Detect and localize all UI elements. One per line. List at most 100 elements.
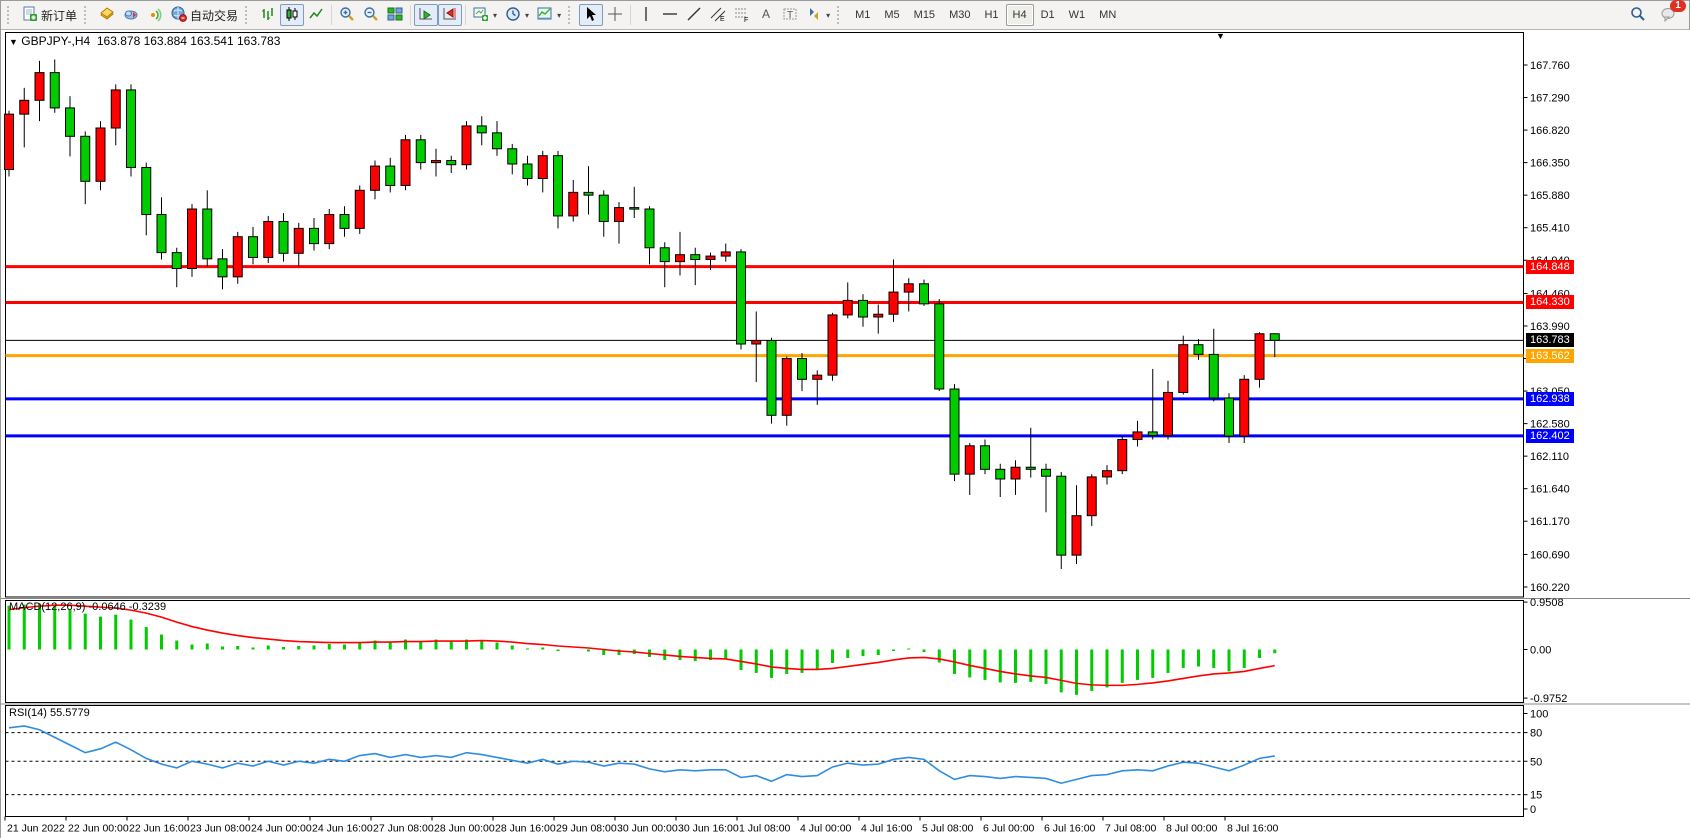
chart-shift-marker[interactable]: ▼ (1216, 31, 1225, 41)
timeframe-button-h1[interactable]: H1 (984, 9, 999, 21)
new-chart-dropdown[interactable]: ▾ (469, 4, 501, 26)
time-axis: 21 Jun 2022 22 Jun 00:00 22 Jun 16:00 23 Ju… (4, 816, 1279, 835)
time-tick-label: 6 Jul 16:00 (1044, 823, 1096, 835)
timeframe-button-w1[interactable]: W1 (1068, 9, 1086, 21)
period-clock-dropdown[interactable]: ▾ (501, 4, 533, 26)
candle (659, 247, 670, 263)
candle (110, 89, 121, 129)
toolbar-grip[interactable] (837, 6, 844, 24)
channel-icon: E (710, 6, 726, 25)
zoom-in-button[interactable] (335, 4, 359, 26)
cursor-button[interactable] (579, 4, 604, 26)
timeframe-button-m5[interactable]: M5 (884, 9, 900, 21)
toolbar-grip[interactable] (7, 6, 14, 24)
candle (705, 255, 716, 261)
candle (141, 166, 152, 216)
level-price-tag: 164.848 (1526, 259, 1574, 274)
candle (1147, 431, 1158, 436)
time-tick-label: 8 Jul 16:00 (1227, 823, 1279, 835)
candle (1178, 344, 1189, 393)
cloud-icon (123, 6, 139, 25)
rsi-tick-label: 50 (1530, 756, 1542, 768)
signals-button[interactable] (143, 4, 167, 26)
arrows-icon (806, 6, 822, 25)
chart-title-symbol: GBPJPY-,H4 (21, 34, 91, 48)
time-tick-label: 5 Jul 08:00 (922, 823, 974, 835)
candle (248, 236, 258, 258)
zoom-in-icon (339, 6, 355, 25)
candle (49, 72, 60, 109)
search-button[interactable] (1626, 4, 1650, 26)
mql5-cloud-button[interactable] (119, 4, 143, 26)
bar-chart-icon (260, 6, 276, 25)
time-tick-label: 22 Jun 00:00 (68, 823, 129, 835)
candle (675, 254, 685, 263)
timeframe-button-mn[interactable]: MN (1099, 9, 1117, 21)
market-book-button[interactable] (95, 4, 119, 26)
line-chart-button[interactable] (304, 4, 328, 26)
time-tick-label: 24 Jun 16:00 (312, 823, 373, 835)
timeframe-button-m1[interactable]: M1 (855, 9, 871, 21)
candle (492, 132, 502, 150)
candle (126, 89, 136, 168)
bar-chart-button[interactable] (256, 4, 280, 26)
chart-shift-icon (442, 6, 458, 25)
timeframe-button-d1[interactable]: D1 (1040, 9, 1055, 21)
price-tick-label: 166.350 (1530, 158, 1570, 170)
auto-scroll-button[interactable] (414, 4, 439, 26)
candle (324, 214, 335, 245)
timeframe-button-m15[interactable]: M15 (913, 9, 936, 21)
macd-layer: 0.9508 0.00 -0.9752 (7, 597, 1567, 705)
candlestick-chart-button[interactable] (280, 4, 305, 26)
timeframe-button-h4[interactable]: H4 (1005, 4, 1034, 26)
toolbar-grip[interactable] (84, 6, 91, 24)
candle (827, 314, 838, 376)
tile-windows-icon (387, 6, 403, 25)
time-tick-label: 1 Jul 08:00 (739, 823, 791, 835)
pane-frames (1, 32, 1690, 817)
timeframe-button-m30[interactable]: M30 (949, 9, 971, 21)
arrows-dropdown[interactable]: ▾ (802, 4, 834, 26)
indicators-dropdown[interactable]: ▾ (533, 4, 565, 26)
chart-canvas[interactable]: 167.760 167.290 166.820 166.350 165.880 165.4… (1, 30, 1690, 838)
rsi-tick-label: 80 (1530, 728, 1542, 740)
candle (1163, 391, 1173, 436)
chevron-down-icon: ▾ (826, 10, 831, 20)
trendline-button[interactable] (682, 4, 706, 26)
crosshair-button[interactable] (603, 4, 627, 26)
candle (720, 251, 731, 257)
candle (156, 214, 167, 254)
equidistant-channel-button[interactable]: E (706, 4, 730, 26)
svg-text:E: E (720, 16, 725, 22)
candle (1117, 439, 1128, 472)
new-order-button[interactable]: 新订单 (18, 4, 81, 26)
candle (980, 445, 990, 470)
toolbar-grip[interactable] (245, 6, 252, 24)
candle (781, 358, 792, 416)
candle (19, 99, 30, 115)
current-price-tag: 163.783 (1526, 333, 1574, 348)
candle (903, 283, 914, 293)
chat-bubble-icon (1660, 6, 1676, 25)
book-icon (99, 6, 115, 25)
candle (1239, 378, 1250, 437)
time-tick-label: 21 Jun 2022 (7, 823, 65, 835)
chart-shift-button[interactable] (438, 4, 463, 26)
toolbar-grip[interactable] (568, 6, 575, 24)
chart-window-area: 167.760 167.290 166.820 166.350 165.880 165.4… (1, 30, 1690, 838)
time-tick-label: 8 Jul 00:00 (1166, 823, 1218, 835)
zoom-out-button[interactable] (359, 4, 383, 26)
candle (431, 160, 441, 164)
text-label-button[interactable]: T (778, 4, 802, 26)
autotrading-button[interactable]: 自动交易 (167, 4, 242, 26)
fibonacci-button[interactable]: F (730, 4, 754, 26)
notifications-button[interactable]: 1 (1656, 0, 1686, 26)
tile-windows-button[interactable] (383, 4, 407, 26)
chart-menu-arrow-icon[interactable]: ▼ (9, 37, 18, 47)
text-button[interactable]: A (754, 4, 778, 26)
vertical-line-button[interactable] (634, 4, 658, 26)
horizontal-line-button[interactable] (658, 4, 682, 26)
macd-signal-line (8, 604, 1275, 687)
rsi-layer: 100 80 50 15 0 (5, 709, 1548, 816)
level-price-tag: 162.938 (1526, 391, 1574, 406)
